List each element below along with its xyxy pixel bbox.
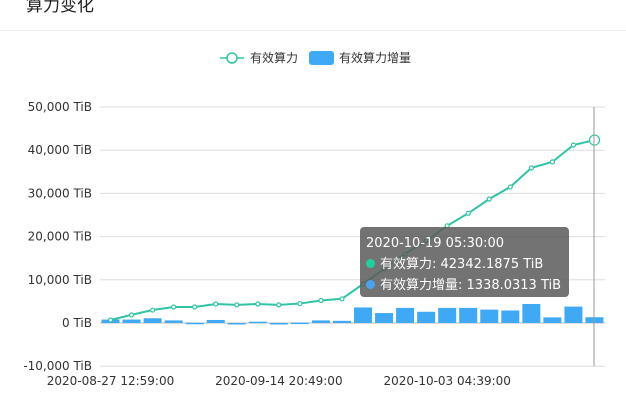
x-tick-label: 2020-08-27 12:59:00 <box>47 374 174 388</box>
line-point <box>339 296 345 302</box>
y-tick-label: 50,000 TiB <box>28 100 92 114</box>
divider <box>0 30 626 31</box>
line-point <box>549 159 555 165</box>
line-point <box>171 304 177 310</box>
tooltip-bar-value: 有效算力增量: 1338.0313 TiB <box>380 278 562 293</box>
series-line <box>110 139 595 321</box>
tooltip-time: 2020-10-19 05:30:00 <box>366 236 505 251</box>
legend-item-bar[interactable]: 有效算力增量 <box>309 50 411 65</box>
line-point <box>318 297 324 304</box>
line-point <box>507 184 513 190</box>
legend-circle-icon <box>226 52 238 64</box>
y-tick-label: 10,000 TiB <box>28 273 92 287</box>
bar <box>438 307 457 323</box>
page-title: 算力变化 <box>26 0 94 16</box>
bar <box>269 323 288 325</box>
y-tick-label: 40,000 TiB <box>28 143 92 157</box>
legend-label-bar: 有效算力增量 <box>339 50 411 65</box>
y-tick-label: 20,000 TiB <box>28 230 92 244</box>
bar <box>206 319 225 323</box>
tooltip-row-bar: 有效算力增量: 1338.0313 TiB <box>366 275 563 296</box>
line-point <box>528 165 534 171</box>
bar <box>332 320 351 323</box>
bar <box>501 310 520 323</box>
line-point <box>486 196 492 202</box>
bar <box>564 306 583 323</box>
line-point <box>570 142 577 148</box>
legend[interactable]: 有效算力 有效算力增量 <box>220 50 411 65</box>
bar <box>185 322 204 325</box>
tooltip: 2020-10-19 05:30:00 有效算力: 42342.1875 TiB… <box>360 227 569 297</box>
tooltip-row-line: 有效算力: 42342.1875 TiB <box>366 254 563 275</box>
bar <box>396 307 415 323</box>
line-point <box>192 304 198 310</box>
line-point <box>465 210 471 216</box>
line-point <box>255 301 261 307</box>
y-tick-label: -10,000 TiB <box>23 359 92 373</box>
bar <box>290 322 309 325</box>
legend-bar-icon <box>309 51 334 65</box>
x-tick-label: 2020-10-03 04:39:00 <box>383 374 510 388</box>
line-point <box>213 301 219 307</box>
line-point <box>128 312 135 318</box>
x-tick-label: 2020-09-14 20:49:00 <box>215 374 342 388</box>
bar <box>354 307 373 323</box>
bar <box>522 303 541 323</box>
line-point <box>150 307 156 313</box>
line-point <box>107 317 114 323</box>
bar <box>480 309 499 323</box>
bar <box>311 320 330 323</box>
legend-label-line: 有效算力 <box>250 50 298 65</box>
line-point <box>276 302 282 308</box>
bar <box>375 313 394 323</box>
bar <box>227 323 246 325</box>
bar <box>164 320 183 323</box>
y-tick-label: 30,000 TiB <box>28 186 92 200</box>
bar <box>459 307 478 323</box>
bar <box>248 321 267 324</box>
bar <box>122 319 141 323</box>
y-tick-label: 0 TiB <box>62 316 92 330</box>
dot-icon <box>366 280 375 289</box>
dot-icon <box>366 259 375 268</box>
bar <box>143 318 162 323</box>
line-point <box>297 300 303 307</box>
bar <box>417 311 436 323</box>
bar <box>543 317 562 323</box>
line-point <box>234 302 240 308</box>
tooltip-line-value: 有效算力: 42342.1875 TiB <box>380 257 544 272</box>
legend-item-line[interactable]: 有效算力 <box>220 50 298 65</box>
